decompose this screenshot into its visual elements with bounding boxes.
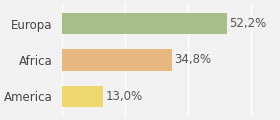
Text: 34,8%: 34,8% <box>174 54 211 66</box>
Bar <box>62 86 103 107</box>
Text: 13,0%: 13,0% <box>106 90 143 103</box>
Bar <box>62 49 172 71</box>
Text: 52,2%: 52,2% <box>229 17 267 30</box>
Bar <box>62 13 227 34</box>
